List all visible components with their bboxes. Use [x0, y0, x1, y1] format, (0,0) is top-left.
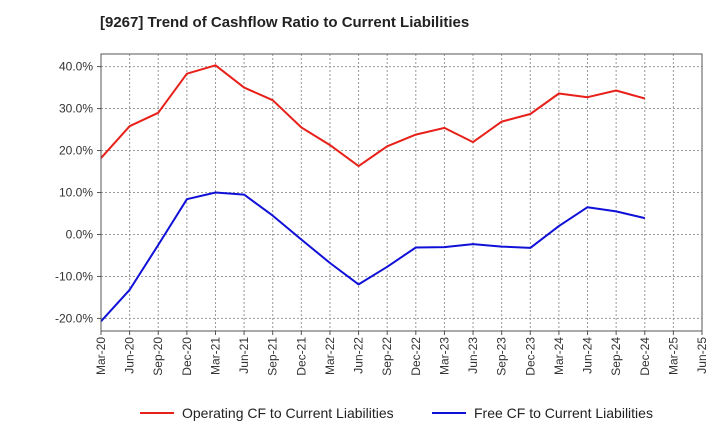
y-tick-label: 10.0%	[59, 186, 93, 200]
x-tick-label: Dec-22	[409, 337, 423, 376]
y-tick-label: 0.0%	[66, 227, 94, 241]
x-tick-label: Mar-20	[94, 337, 108, 375]
x-axis-ticks: Mar-20 Jun-20 Sep-20 Dec-20 Mar-21 Jun-21 Sep-…	[94, 331, 709, 376]
series-line-operating-cf	[100, 64, 646, 168]
chart-title: [9267] Trend of Cashflow Ratio to Curren…	[100, 14, 470, 31]
x-tick-label: Jun-22	[352, 337, 366, 374]
y-tick-label: 40.0%	[59, 60, 93, 74]
x-tick-label: Jun-24	[581, 337, 595, 374]
legend: Operating CF to Current Liabilities Free …	[140, 405, 653, 421]
y-tick-label: -10.0%	[55, 269, 93, 283]
x-tick-label: Mar-21	[208, 337, 222, 375]
grid-lines	[101, 54, 702, 331]
series-lines	[100, 64, 646, 322]
x-tick-label: Sep-24	[609, 337, 623, 376]
y-tick-label: 20.0%	[59, 144, 93, 158]
x-tick-label: Mar-23	[437, 337, 451, 375]
x-tick-label: Dec-21	[294, 337, 308, 376]
legend-label: Operating CF to Current Liabilities	[182, 405, 394, 421]
x-tick-label: Mar-24	[552, 337, 566, 375]
x-tick-label: Sep-23	[495, 337, 509, 376]
x-tick-label: Mar-22	[323, 337, 337, 375]
y-tick-label: -20.0%	[55, 311, 93, 325]
x-tick-label: Dec-23	[523, 337, 537, 376]
y-tick-label: 30.0%	[59, 102, 93, 116]
legend-label: Free CF to Current Liabilities	[474, 405, 653, 421]
x-tick-label: Mar-25	[666, 337, 680, 375]
x-tick-label: Jun-23	[466, 337, 480, 374]
x-tick-label: Jun-20	[123, 337, 137, 374]
x-tick-label: Sep-20	[151, 337, 165, 376]
x-tick-label: Dec-24	[638, 337, 652, 376]
x-tick-label: Jun-21	[237, 337, 251, 374]
x-tick-label: Sep-22	[380, 337, 394, 376]
x-tick-label: Jun-25	[695, 337, 709, 374]
x-tick-label: Sep-21	[266, 337, 280, 376]
y-axis-ticks: 40.0% 30.0% 20.0% 10.0% 0.0% -10.0% -20.0%	[55, 60, 101, 325]
series-line-free-cf	[100, 191, 646, 322]
x-tick-label: Dec-20	[180, 337, 194, 376]
